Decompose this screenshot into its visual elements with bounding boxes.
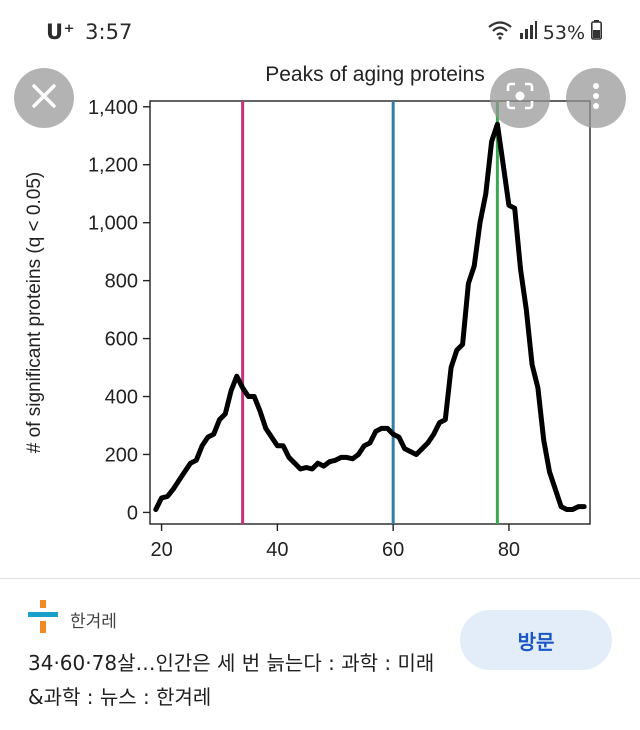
signal-icon (519, 21, 537, 44)
close-icon (30, 82, 58, 114)
x-tick-label: 20 (150, 539, 172, 561)
x-tick-label: 80 (498, 539, 520, 561)
y-tick-label: 1,400 (88, 97, 138, 119)
x-tick-label: 60 (382, 539, 404, 561)
clock: 3:57 (85, 20, 133, 44)
status-left: U⁺ 3:57 (46, 20, 132, 44)
y-tick-label: 1,000 (88, 213, 138, 235)
aging-proteins-chart: Peaks of aging proteins 0 200 400 600 800 1,00… (24, 63, 591, 561)
status-right: 53% (487, 20, 602, 45)
divider (0, 578, 640, 579)
more-vert-icon (591, 82, 601, 114)
wifi-icon (487, 20, 513, 45)
source-name: 한겨레 (70, 611, 117, 632)
chart-title: Peaks of aging proteins (265, 63, 484, 86)
hani-logo-icon (28, 600, 58, 638)
plot-frame (149, 100, 591, 525)
y-tick-label: 1,200 (88, 155, 138, 177)
y-tick-label: 600 (105, 329, 138, 351)
battery-icon (591, 20, 602, 45)
result-image[interactable]: Peaks of aging proteins 0 200 400 600 800 1,00… (0, 56, 640, 578)
y-tick-label: 800 (105, 271, 138, 293)
visit-button[interactable]: 방문 (460, 610, 612, 670)
more-options-button[interactable] (566, 68, 626, 128)
close-button[interactable] (14, 68, 74, 128)
lens-search-button[interactable] (490, 68, 550, 128)
y-tick-label: 400 (105, 387, 138, 409)
y-tick-label: 200 (105, 444, 138, 466)
status-bar: U⁺ 3:57 53% (0, 0, 640, 66)
lens-search-icon (505, 81, 535, 115)
battery-label: 53% (542, 21, 585, 44)
x-tick-label: 40 (266, 539, 288, 561)
y-tick-label: 0 (127, 502, 138, 524)
source-row[interactable]: 한겨레 (28, 600, 117, 638)
carrier-label: U⁺ (46, 20, 76, 44)
protein-count-line (153, 121, 587, 512)
y-axis-label: # of significant proteins (q < 0.05) (24, 172, 45, 453)
article-title[interactable]: 34·60·78살…인간은 세 번 늙는다 : 과학 : 미래&과학 : 뉴스 … (28, 651, 435, 709)
